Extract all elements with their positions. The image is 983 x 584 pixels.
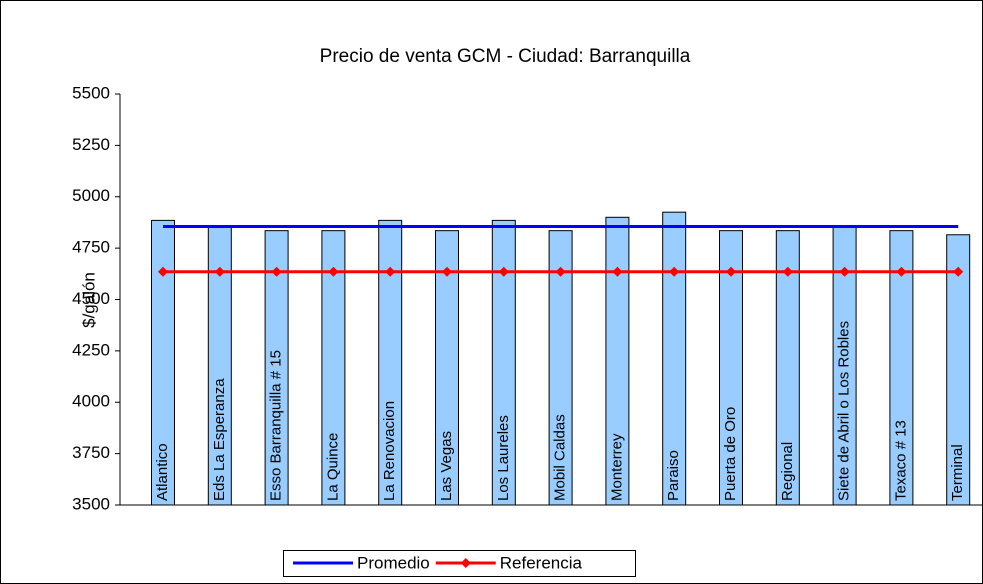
y-tick-label: 5250 [72,135,110,154]
category-label: Esso Barranquilla # 15 [268,350,285,501]
category-label: Regional [779,442,796,501]
y-tick-label: 4500 [72,289,110,308]
category-label: Las Vegas [438,431,455,501]
bar [946,234,971,506]
bar [775,230,800,506]
line-marker [214,266,225,277]
line-marker [726,266,736,277]
category-label: La Quince [324,433,341,501]
legend-marker [460,558,471,568]
category-label: Puerta de Oro [722,407,739,501]
legend-label: Referencia [500,553,583,572]
line-marker [442,266,452,277]
y-tick-label: 4000 [72,392,110,411]
category-label: Terminal [949,444,966,501]
y-tick-label: 5000 [72,186,110,205]
line-marker [839,266,850,277]
bar [605,216,630,506]
y-tick-label: 5500 [72,83,110,102]
category-label: Eds La Esperanza [211,378,228,501]
bar [151,219,175,506]
bar [435,230,459,506]
bar [662,211,687,506]
bar [491,219,516,506]
y-tick-label: 4750 [72,238,110,257]
chart-title: Precio de venta GCM - Ciudad: Barranquil… [320,46,691,67]
line-marker [555,266,566,277]
line-marker [328,266,339,277]
line-marker [498,266,509,277]
line-marker [669,266,680,277]
bar [264,230,289,506]
bar [321,230,346,506]
y-tick-label: 3500 [72,494,110,513]
category-label: Paraiso [665,450,682,501]
y-tick-label: 4250 [72,340,110,359]
bar [719,230,743,506]
category-label: Los Laureles [495,415,512,501]
category-label: Atlantico [154,443,171,501]
category-label: Mobil Caldas [552,414,569,501]
line-marker [158,266,168,277]
category-label: Siete de Abril o Los Robles [836,321,853,501]
line-marker [953,266,964,277]
bar [889,230,914,506]
bar [378,219,403,506]
line-marker [612,266,623,277]
line-marker [271,266,282,277]
bar [548,230,573,506]
category-label: Monterrey [608,433,625,501]
y-tick-label: 3750 [72,443,110,462]
legend-label: Promedio [357,553,430,572]
line-marker [782,266,793,277]
y-axis-label: $/galón [79,272,98,328]
category-label: La Renovacion [381,401,398,501]
line-marker [385,266,396,277]
category-label: Texaco # 13 [892,420,909,501]
line-marker [896,266,907,277]
